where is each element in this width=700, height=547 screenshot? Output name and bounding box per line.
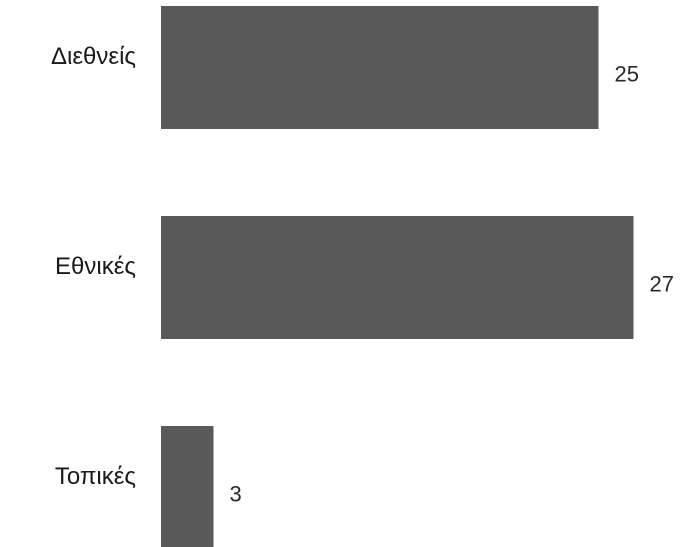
value-labels-group: 25 27 3 (230, 61, 674, 506)
bar (161, 426, 214, 547)
value-label: 3 (230, 481, 242, 506)
category-label: Εθνικές (55, 253, 136, 280)
value-label: 25 (615, 61, 639, 86)
category-label: Διεθνείς (51, 43, 136, 70)
category-label: Τοπικές (55, 463, 136, 490)
category-labels-group: Διεθνείς Εθνικές Τοπικές (51, 43, 136, 490)
value-label: 27 (650, 271, 674, 296)
bar (161, 216, 634, 339)
bars-group (161, 6, 634, 547)
bar (161, 6, 599, 129)
